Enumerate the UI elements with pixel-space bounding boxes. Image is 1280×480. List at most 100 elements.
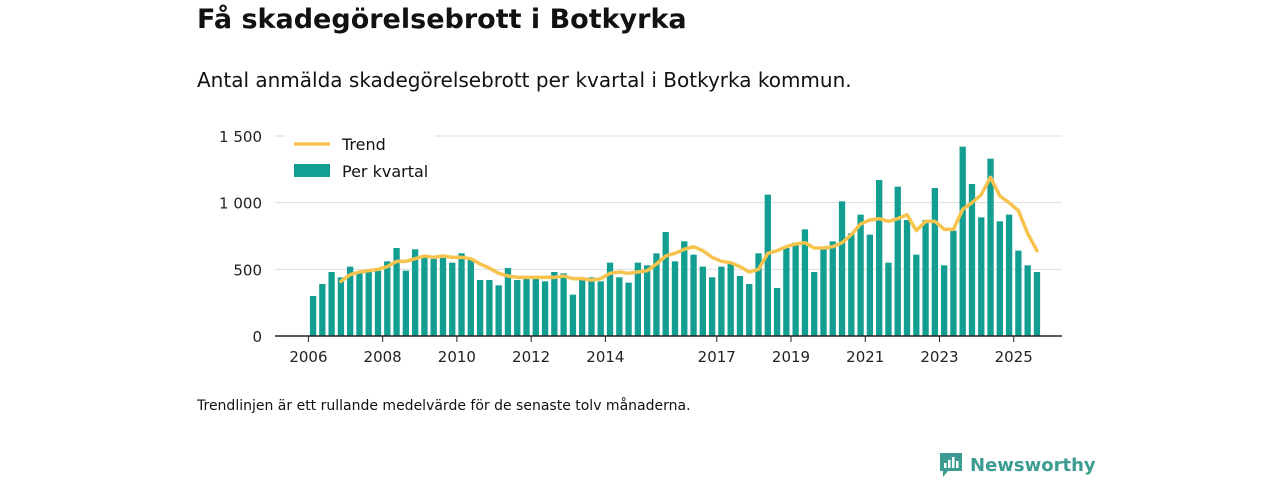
bar <box>356 272 363 336</box>
bar <box>569 294 577 336</box>
bar <box>449 262 456 336</box>
bar <box>1033 272 1041 336</box>
axes: 0 500 1 000 1 500 2006 2008 2010 2012 2014 2017 20… <box>219 128 1062 366</box>
bar <box>755 253 762 336</box>
bar <box>532 277 539 336</box>
bar <box>894 186 901 336</box>
x-tick-label: 2017 <box>698 348 736 366</box>
bar <box>838 201 846 336</box>
bar <box>996 221 1003 336</box>
bar <box>773 288 781 336</box>
bar <box>950 230 957 336</box>
bar <box>560 273 567 336</box>
bar <box>579 278 586 336</box>
legend-trend-label: Trend <box>341 135 386 154</box>
chart-subtitle: Antal anmälda skadegörelsebrott per kvar… <box>197 68 852 92</box>
chart-title: Få skadegörelsebrott i Botkyrka <box>197 4 687 35</box>
bar <box>439 254 447 336</box>
footnote: Trendlinjen är ett rullande medelvärde f… <box>197 398 691 414</box>
bar <box>885 262 892 336</box>
bar <box>551 272 558 336</box>
x-tick-label: 2025 <box>995 348 1033 366</box>
y-tick-label: 1 500 <box>219 128 262 146</box>
bar <box>913 254 920 336</box>
bar <box>931 188 939 336</box>
bar <box>421 256 428 336</box>
bar <box>959 146 966 336</box>
trend-line <box>339 175 1039 284</box>
bar <box>801 229 809 336</box>
bar <box>374 270 382 336</box>
bar <box>857 214 864 336</box>
x-tick-label: 2021 <box>846 348 884 366</box>
bar <box>458 253 465 336</box>
bar <box>365 269 372 336</box>
bar <box>671 261 679 336</box>
bar <box>486 280 493 336</box>
bar <box>1015 250 1022 336</box>
x-tick-label: 2014 <box>586 348 624 366</box>
bar <box>662 232 669 336</box>
bar <box>681 241 688 336</box>
bar <box>616 277 623 336</box>
bar <box>504 268 512 336</box>
bar <box>476 280 484 336</box>
y-tick-label: 500 <box>233 261 262 279</box>
bar <box>699 266 706 336</box>
bar <box>541 281 549 336</box>
bar <box>430 258 437 336</box>
chart-area: 0 500 1 000 1 500 2006 2008 2010 2012 2014 2017 20… <box>219 126 1062 366</box>
bar <box>708 277 716 336</box>
bar <box>393 248 400 336</box>
legend-bar-swatch <box>294 164 330 177</box>
legend: Trend Per kvartal <box>285 126 435 188</box>
bar <box>606 262 614 336</box>
bar <box>514 280 521 336</box>
bar <box>811 272 818 336</box>
legend-bar-label: Per kvartal <box>342 162 428 181</box>
bar <box>467 258 474 336</box>
y-tick-label: 0 <box>252 328 262 346</box>
bar <box>764 194 771 336</box>
bar <box>1005 214 1013 336</box>
bar <box>597 281 604 336</box>
bar <box>727 264 734 336</box>
bar <box>644 265 651 336</box>
bar <box>783 248 790 336</box>
x-tick-label: 2006 <box>289 348 327 366</box>
bar <box>866 234 874 336</box>
bar <box>337 277 345 336</box>
bar <box>653 253 660 336</box>
bar <box>588 277 595 336</box>
bar <box>848 233 855 336</box>
bar <box>1024 265 1031 336</box>
bar <box>829 241 836 336</box>
bar <box>384 261 391 336</box>
x-tick-label: 2010 <box>438 348 476 366</box>
bar <box>309 296 317 336</box>
brand-name: Newsworthy <box>970 454 1096 476</box>
bar <box>978 217 985 336</box>
bar <box>903 220 911 336</box>
bar <box>411 249 419 336</box>
legend-background <box>285 126 435 188</box>
newsworthy-logo-icon <box>940 453 962 477</box>
bar <box>495 285 502 336</box>
bar <box>328 272 335 336</box>
bar <box>690 254 697 336</box>
brand-logo: Newsworthy <box>938 450 1096 480</box>
bar <box>922 220 929 336</box>
bar <box>523 278 530 336</box>
x-tick-label: 2008 <box>364 348 402 366</box>
x-tick-label: 2012 <box>512 348 550 366</box>
bar <box>736 276 744 336</box>
bar <box>402 270 410 336</box>
x-tick-label: 2023 <box>920 348 958 366</box>
bar <box>968 184 976 336</box>
bar <box>347 266 354 336</box>
bar <box>746 284 753 336</box>
x-tick-label: 2019 <box>772 348 810 366</box>
bar <box>987 158 994 336</box>
y-tick-label: 1 000 <box>219 195 262 213</box>
bar <box>634 262 642 336</box>
